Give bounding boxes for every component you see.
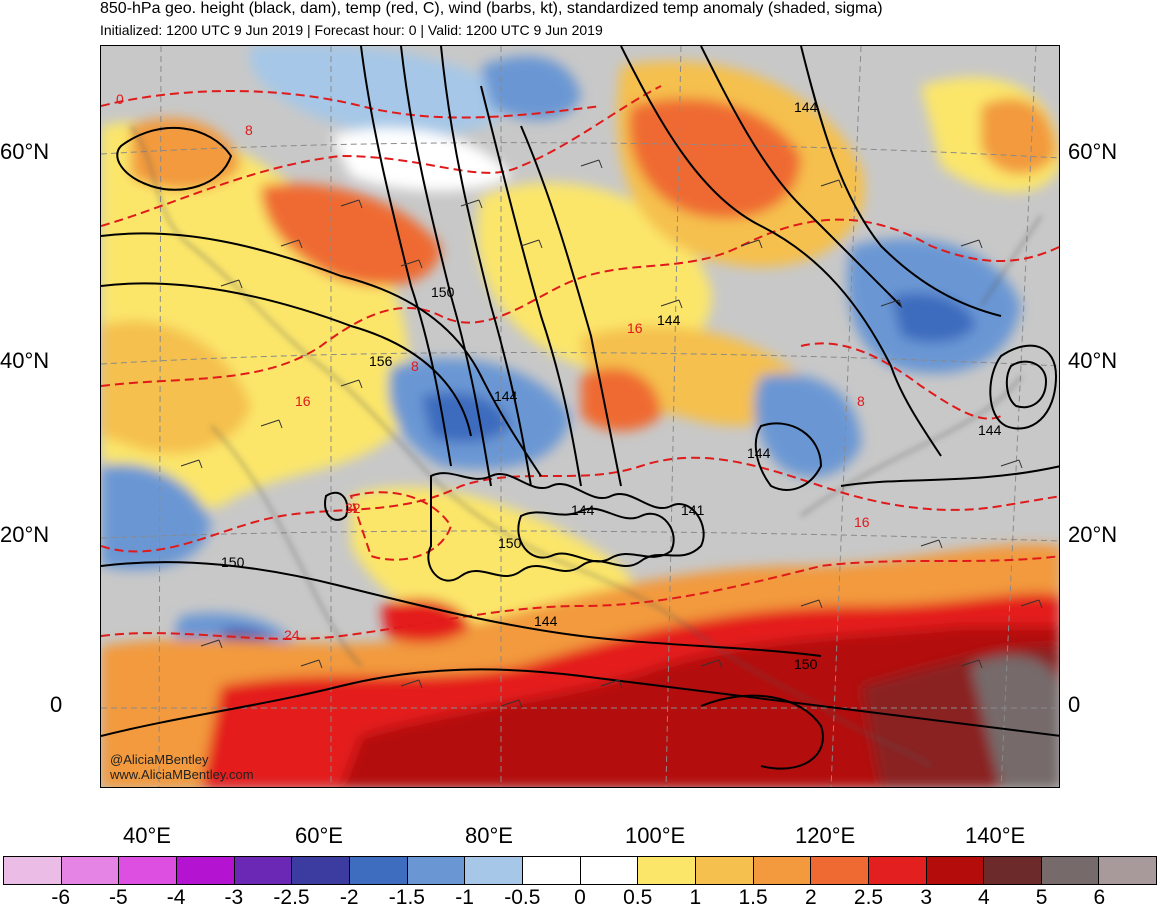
temp-label: 24 [284, 627, 300, 643]
lat-label-right: 20°N [1068, 522, 1118, 547]
colorbar-tick-label: 1.5 [738, 886, 768, 909]
temperature-contours [101, 85, 1059, 640]
colorbar-swatch [465, 857, 523, 884]
colorbar-tick-label: -5 [109, 886, 128, 909]
lat-label-left: 0 [50, 692, 63, 717]
colorbar-swatch [926, 857, 985, 884]
colorbar-tick-label: -1 [455, 886, 474, 909]
lat-label-right: 60°N [1068, 139, 1118, 164]
colorbar-tick-label: -3 [224, 886, 244, 909]
credit-handle: @AliciaMBentley [110, 752, 209, 767]
colorbar-swatch [695, 857, 754, 884]
colorbar-tick-label: 2.5 [853, 886, 884, 909]
credit-url: www.AliciaMBentley.com [110, 767, 254, 782]
height-label: 144 [978, 422, 1002, 438]
temp-label: 0 [116, 91, 124, 107]
temp-label: 8 [857, 393, 865, 409]
temp-labels: 0 8 8 16 16 16 8 8 24 32 24 16 [116, 91, 870, 643]
height-label: 144 [534, 613, 558, 629]
wind-barbs [180, 159, 1043, 709]
temp-label: 8 [245, 122, 253, 138]
lat-label-left: 20°N [0, 522, 50, 547]
height-label: 150 [221, 554, 245, 570]
colorbar-tick-label: 3 [920, 886, 933, 909]
colorbar-swatch [234, 857, 293, 884]
colorbar-swatch [119, 857, 177, 884]
lon-label: 140°E [965, 823, 1026, 848]
lat-label-left: 40°N [0, 348, 50, 373]
lon-label: 120°E [795, 823, 856, 848]
colorbar-swatch [1041, 857, 1100, 884]
map-subtitle: Initialized: 1200 UTC 9 Jun 2019 | Forec… [100, 22, 603, 38]
height-label: 144 [494, 388, 518, 404]
colorbar-swatch [868, 857, 927, 884]
lon-label: 60°E [295, 823, 343, 848]
temp-label: 16 [295, 393, 311, 409]
height-label: 156 [369, 353, 393, 369]
map-title: 850-hPa geo. height (black, dam), temp (… [100, 0, 883, 17]
colorbar-swatch [61, 857, 120, 884]
map-panel[interactable]: 144 144 150 156 144 144 144 144 144 150 … [100, 45, 1060, 788]
colorbar-tick-label: -2 [339, 886, 359, 909]
height-labels: 144 144 150 156 144 144 144 144 144 150 … [221, 99, 1002, 672]
temp-label: 16 [627, 320, 643, 336]
colorbar-swatch [984, 857, 1042, 884]
colorbar-swatch [522, 857, 581, 884]
colorbar-tick-label: 0 [574, 886, 586, 909]
height-label: 141 [681, 502, 705, 518]
lon-label: 100°E [625, 823, 686, 848]
temp-label: 16 [854, 514, 870, 530]
colorbar-tick-label: 5 [1035, 886, 1048, 909]
height-label: 150 [794, 656, 818, 672]
colorbar-tick-label: 6 [1093, 886, 1106, 909]
lat-label-right: 40°N [1068, 348, 1118, 373]
lat-label-right: 0 [1068, 692, 1081, 717]
temp-label: 8 [411, 358, 419, 374]
lon-label: 40°E [123, 823, 171, 848]
colorbar-tick-label: -4 [166, 886, 186, 909]
height-label: 150 [431, 284, 455, 300]
graticule-lines [101, 46, 1059, 787]
lat-label-left: 60°N [0, 139, 50, 164]
height-label: 144 [657, 312, 681, 328]
colorbar-swatch [349, 857, 408, 884]
colorbar-swatch [176, 857, 235, 884]
colorbar-tick-label: -2.5 [273, 886, 310, 909]
temp-label: 32 [345, 500, 361, 516]
colorbar-tick-label: -0.5 [504, 886, 541, 909]
colorbar-tick-label: 0.5 [623, 886, 653, 909]
anomaly-colorbar [3, 856, 1157, 885]
colorbar-swatch [753, 857, 812, 884]
colorbar-swatch [638, 857, 696, 884]
height-label: 150 [498, 535, 522, 551]
colorbar-swatch [407, 857, 466, 884]
colorbar-swatch [292, 857, 350, 884]
anomaly-shading [101, 46, 1059, 787]
colorbar-swatch [811, 857, 869, 884]
height-contours [101, 46, 1059, 770]
height-label: 144 [794, 99, 818, 115]
colorbar-swatch [1099, 857, 1157, 884]
colorbar-tick-label: 1 [689, 886, 702, 909]
colorbar-swatch [580, 857, 639, 884]
colorbar-tick-label: -6 [51, 886, 71, 909]
height-label: 144 [571, 502, 595, 518]
colorbar-tick-label: 4 [978, 886, 990, 909]
colorbar-tick-label: 2 [804, 886, 817, 909]
weather-map: 144 144 150 156 144 144 144 144 144 150 … [101, 46, 1059, 787]
lon-label: 80°E [465, 823, 513, 848]
colorbar-tick-label: -1.5 [388, 886, 425, 909]
height-label: 144 [747, 445, 771, 461]
colorbar-swatch [4, 857, 62, 884]
